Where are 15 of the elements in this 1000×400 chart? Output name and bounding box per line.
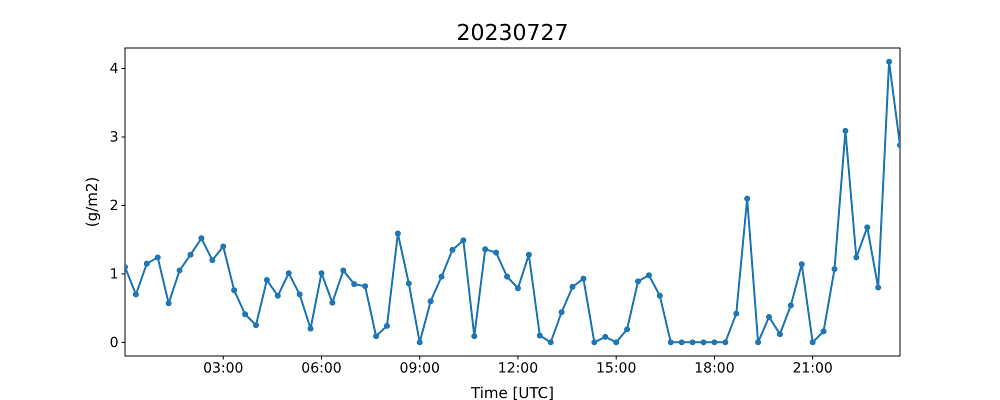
x-tick-label: 06:00 (301, 360, 342, 376)
x-tick-label: 03:00 (203, 360, 244, 376)
y-tick-label: 4 (110, 61, 119, 78)
y-tick-label: 2 (110, 198, 118, 214)
y-axis-title: (g/m2) (83, 176, 101, 228)
x-axis-title: Time [UTC] (470, 384, 554, 400)
x-tick-label: 15:00 (596, 360, 636, 376)
chart-title: 20230727 (456, 21, 568, 46)
x-tick-label: 21:00 (792, 360, 833, 376)
y-tick-label: 3 (110, 129, 118, 146)
x-tick-label: 12:00 (498, 360, 538, 376)
y-tick-label: 0 (110, 334, 118, 351)
y-tick-label: 1 (110, 266, 118, 282)
x-tick-label: 09:00 (400, 360, 440, 376)
x-tick-label: 18:00 (694, 360, 735, 376)
